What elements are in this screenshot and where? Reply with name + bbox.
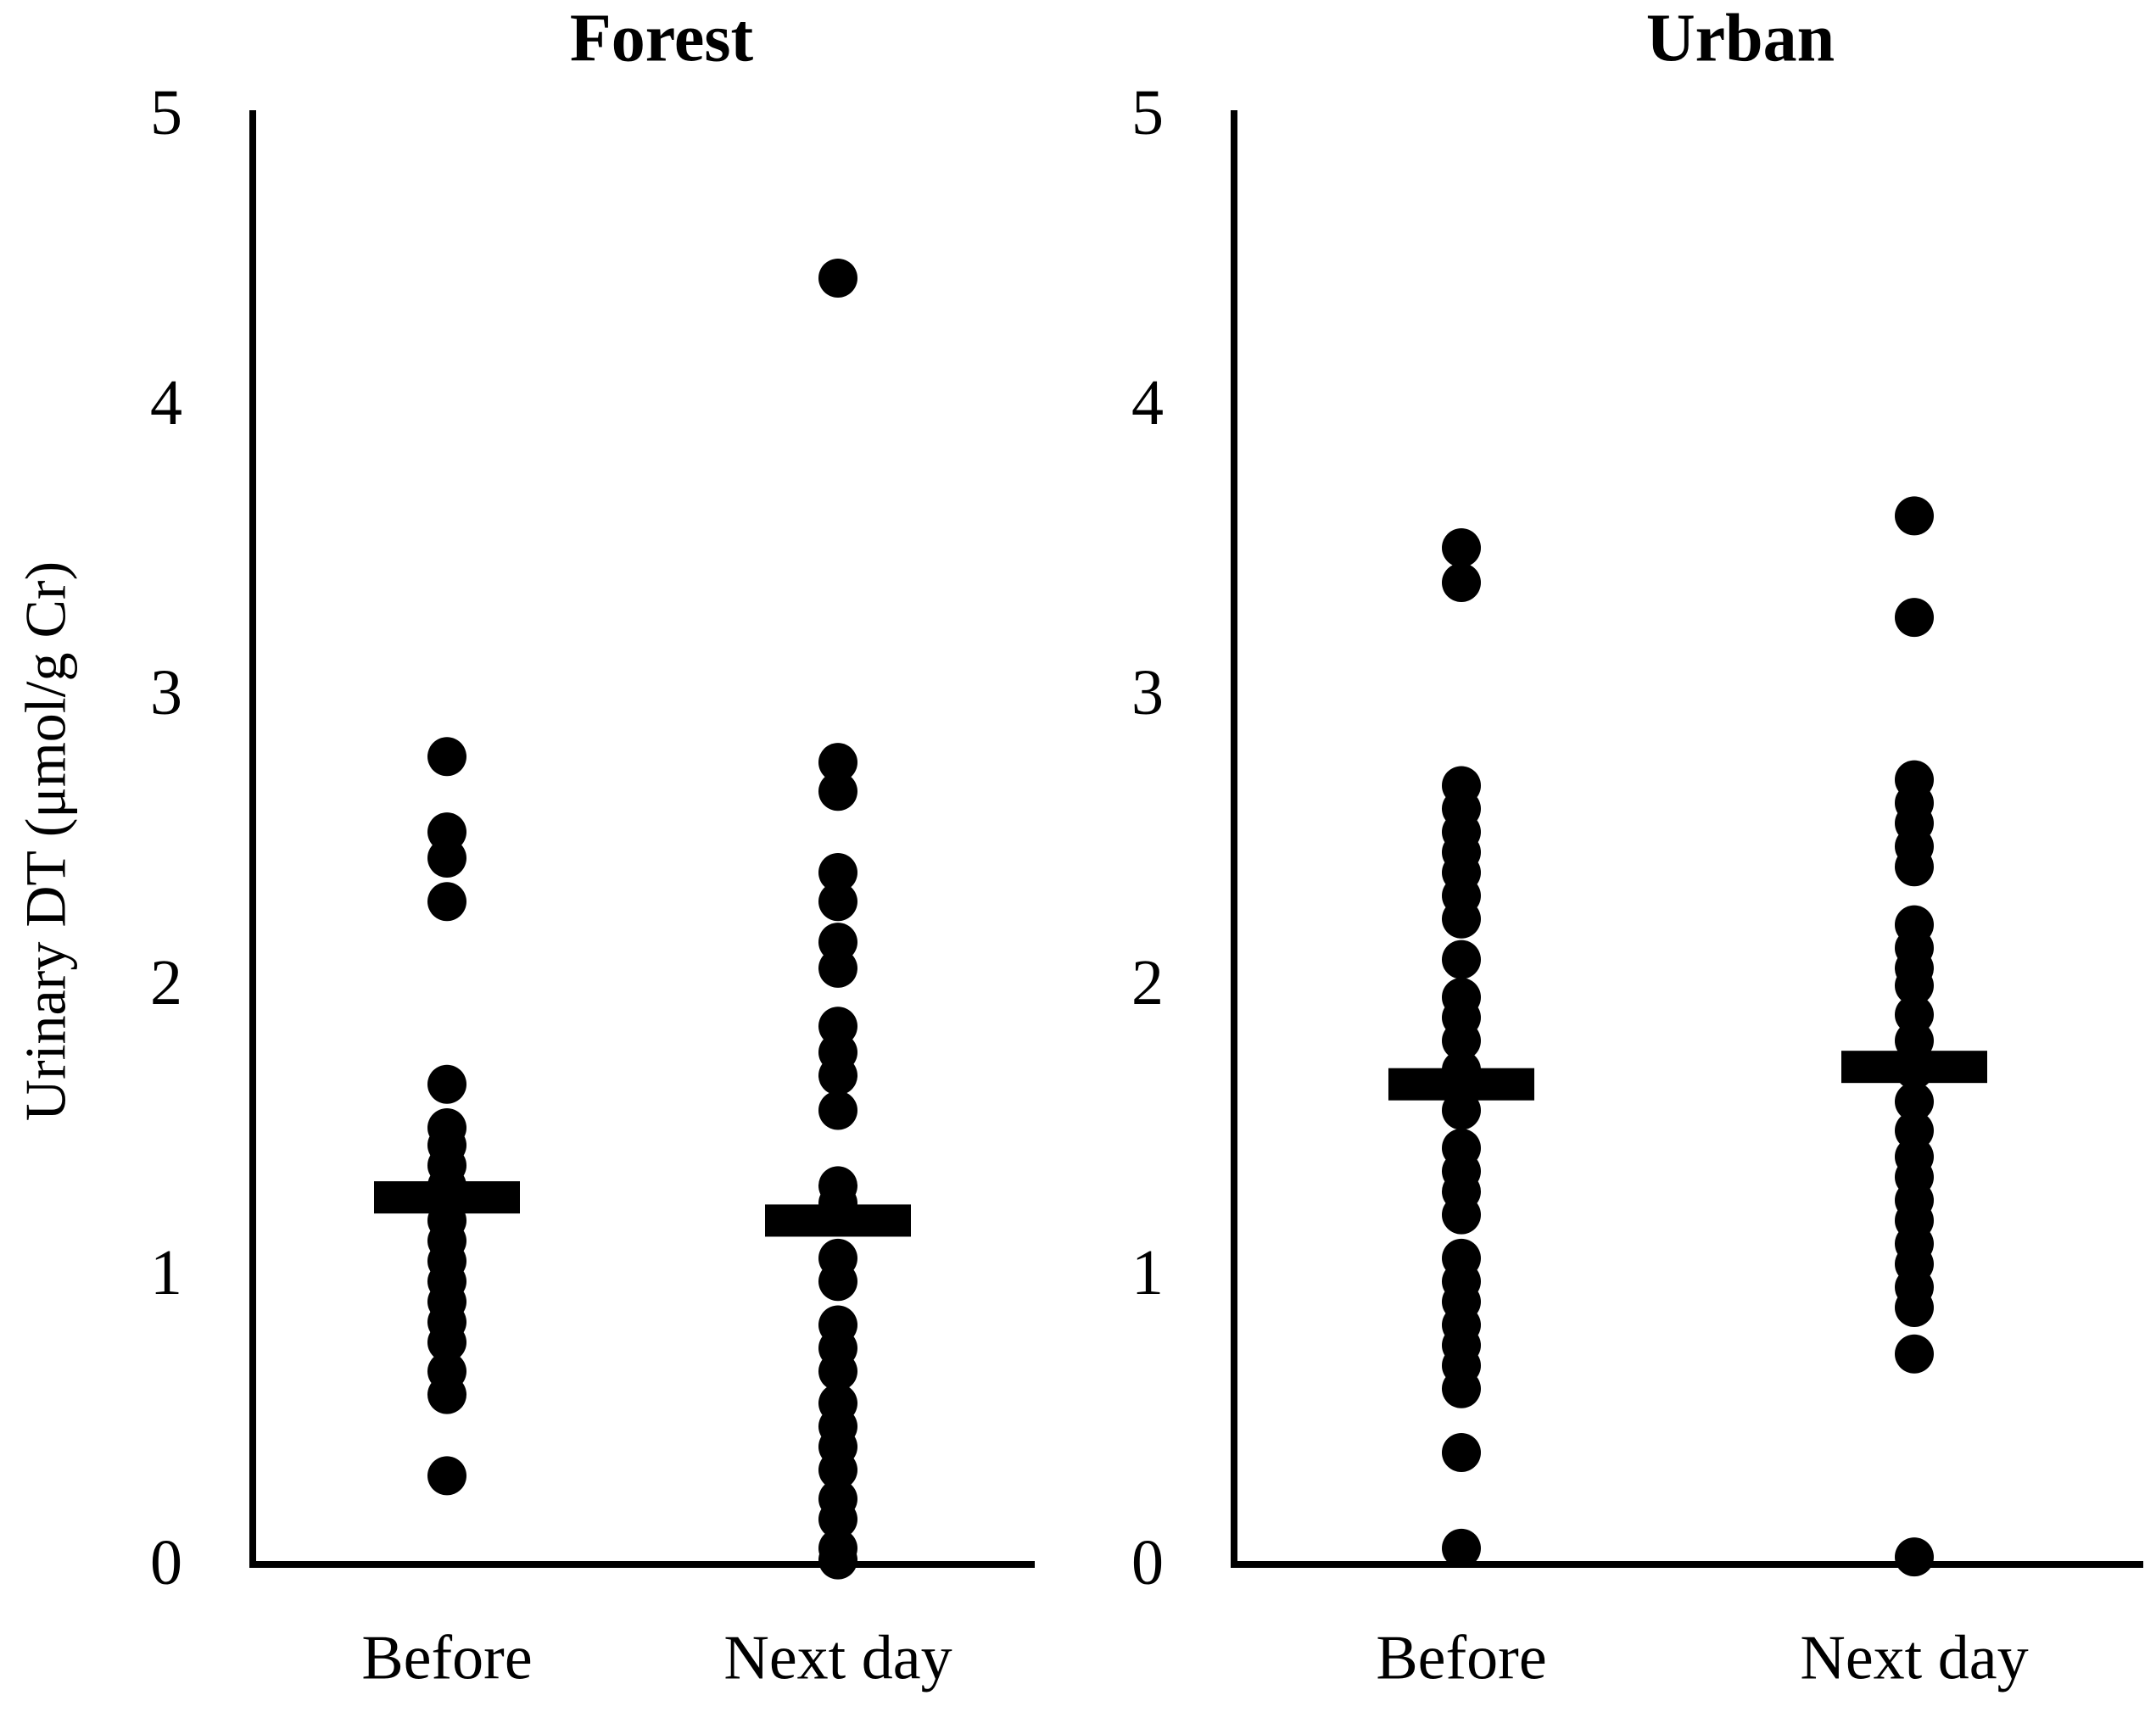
data-dot	[1895, 1082, 1934, 1122]
data-dot	[818, 1090, 857, 1130]
data-dot	[1442, 940, 1481, 979]
mean-bar	[374, 1181, 520, 1214]
y-tick-label: 0	[1131, 1527, 1164, 1598]
data-dot	[818, 1056, 857, 1096]
data-dot	[427, 1456, 466, 1496]
data-dot	[818, 1352, 857, 1391]
data-dot	[427, 737, 466, 777]
data-dot	[427, 1375, 466, 1414]
x-tick-label-urban-before: Before	[1376, 1623, 1547, 1693]
data-dot	[818, 1450, 857, 1490]
data-dot	[818, 772, 857, 811]
data-dot	[818, 948, 857, 988]
data-dot	[1442, 899, 1481, 939]
y-tick-label: 2	[150, 947, 182, 1018]
y-tick-label: 5	[150, 77, 182, 148]
data-dot	[818, 1499, 857, 1539]
data-dot	[1895, 1288, 1934, 1328]
data-dot	[818, 1540, 857, 1580]
y-tick-label: 4	[1131, 367, 1164, 438]
y-tick-label: 5	[1131, 77, 1164, 148]
data-dot	[1442, 1528, 1481, 1568]
data-dot	[1895, 1537, 1934, 1577]
panel-title-forest: Forest	[569, 1, 754, 76]
data-dot	[818, 853, 857, 893]
x-tick-label-forest-before: Before	[361, 1623, 533, 1693]
y-tick-label: 2	[1131, 947, 1164, 1018]
mean-bar	[1841, 1051, 1987, 1084]
x-tick-label-urban-nextday: Next day	[1800, 1623, 2029, 1693]
data-dot	[818, 258, 857, 298]
data-dot	[1895, 598, 1934, 638]
y-tick-label: 1	[1131, 1237, 1164, 1308]
y-tick-label: 3	[1131, 657, 1164, 728]
x-tick-label-forest-nextday: Next day	[723, 1623, 952, 1693]
data-dot	[1442, 1021, 1481, 1061]
data-dot	[427, 838, 466, 878]
data-dot	[427, 1323, 466, 1363]
data-dot	[1442, 1195, 1481, 1235]
panel-title-urban: Urban	[1645, 1, 1835, 76]
data-dot	[427, 882, 466, 922]
x-axis-line	[249, 1561, 1035, 1568]
y-axis-line	[249, 110, 256, 1568]
data-dot	[818, 743, 857, 783]
data-dot	[1442, 563, 1481, 603]
mean-bar	[765, 1204, 911, 1237]
mean-bar	[1388, 1068, 1534, 1101]
data-dot	[1442, 1369, 1481, 1408]
data-dot	[1442, 528, 1481, 567]
y-axis-line	[1231, 110, 1237, 1568]
data-dot	[1895, 1334, 1934, 1374]
x-axis-line	[1231, 1561, 2143, 1568]
data-dot	[1895, 496, 1934, 536]
y-tick-label: 3	[150, 657, 182, 728]
data-dot	[1442, 1433, 1481, 1473]
data-dot	[427, 1064, 466, 1104]
y-tick-label: 0	[150, 1527, 182, 1598]
data-dot	[818, 1262, 857, 1302]
data-dot	[1895, 1021, 1934, 1061]
data-dot	[818, 882, 857, 922]
data-dot	[1442, 1090, 1481, 1130]
data-dot	[1895, 966, 1934, 1006]
y-tick-label: 4	[150, 367, 182, 438]
data-dot	[1895, 847, 1934, 887]
y-axis-label: Urinary DT (μmol/g Cr)	[13, 560, 78, 1122]
y-tick-label: 1	[150, 1237, 182, 1308]
